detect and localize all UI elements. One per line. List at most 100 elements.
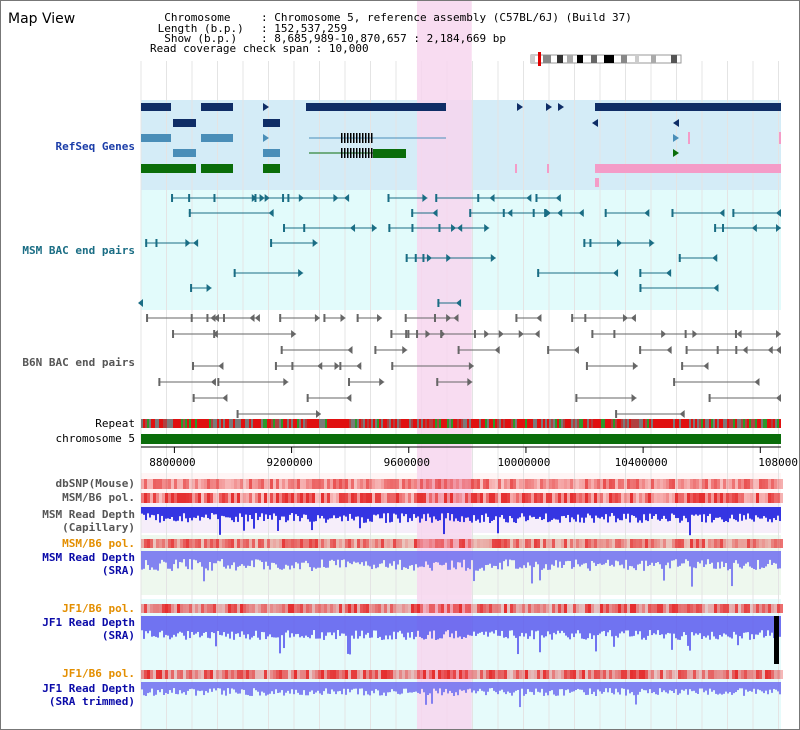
- bac-end: [411, 209, 414, 217]
- heat-cell: [723, 604, 726, 613]
- heat-cell: [219, 479, 222, 489]
- depth-bar: [247, 551, 249, 566]
- depth-bar: [749, 507, 751, 519]
- heat-cell: [297, 670, 300, 679]
- heat-cell: [399, 493, 402, 503]
- heat-cell: [174, 493, 177, 503]
- repeat-element: [329, 419, 331, 428]
- depth-bar: [651, 551, 653, 563]
- depth-bar: [289, 682, 291, 694]
- refseq-genes: [141, 103, 781, 187]
- depth-bar: [369, 507, 371, 522]
- depth-bar: [339, 616, 341, 636]
- heat-cell: [279, 479, 282, 489]
- heat-cell: [411, 479, 414, 489]
- repeat-element: [387, 419, 389, 428]
- heat-cell: [150, 604, 153, 613]
- heat-cell: [417, 493, 420, 503]
- heat-cell: [216, 604, 219, 613]
- jf1-depth-trim-line2: (SRA trimmed): [48, 695, 135, 708]
- track-label-refseq[interactable]: RefSeq Genes: [55, 140, 135, 153]
- depth-bar: [677, 616, 679, 640]
- track-label-chromosome[interactable]: chromosome 5: [55, 432, 135, 445]
- heat-cell: [555, 493, 558, 503]
- track-label-dbsnp[interactable]: dbSNP(Mouse): [55, 477, 135, 490]
- track-label-jf1-b6-pol-2[interactable]: JF1/B6 pol.: [62, 667, 135, 680]
- depth-bar: [209, 551, 211, 562]
- heat-cell: [486, 479, 489, 489]
- heat-cell: [723, 479, 726, 489]
- heat-cell: [345, 479, 348, 489]
- jf1-depth-sra-line1: JF1 Read Depth: [42, 616, 135, 629]
- depth-bar: [305, 616, 307, 636]
- heat-cell: [594, 479, 597, 489]
- track-label-repeat[interactable]: Repeat: [95, 417, 135, 430]
- bac-end-arrow: [631, 394, 637, 402]
- repeat-element: [401, 419, 403, 428]
- heat-cell: [249, 604, 252, 613]
- depth-bar: [647, 551, 649, 567]
- chromosome-value: Chromosome 5, reference assembly (C57BL/…: [274, 11, 632, 24]
- bac-end: [323, 314, 326, 322]
- heat-cell: [327, 493, 330, 503]
- heat-cell: [639, 479, 642, 489]
- track-label-jf1-depth-sra[interactable]: JF1 Read Depth (SRA): [3, 616, 135, 642]
- repeat-track: [141, 419, 781, 428]
- depth-bar: [567, 682, 569, 690]
- repeat-element: [479, 419, 481, 428]
- heat-cell: [681, 539, 684, 548]
- track-label-b6n-bac[interactable]: B6N BAC end pairs: [22, 356, 135, 369]
- track-label-msm-depth-capillary[interactable]: MSM Read Depth (Capillary): [3, 508, 135, 534]
- depth-bar: [199, 507, 201, 521]
- track-label-jf1-b6-pol[interactable]: JF1/B6 pol.: [62, 602, 135, 615]
- heat-cell: [516, 479, 519, 489]
- heat-cell: [735, 539, 738, 548]
- depth-bar: [741, 682, 743, 689]
- depth-bar: [449, 616, 451, 638]
- depth-bar: [227, 507, 229, 518]
- depth-bar: [419, 616, 421, 637]
- heat-cell: [198, 604, 201, 613]
- track-label-msm-depth-sra[interactable]: MSM Read Depth (SRA): [3, 551, 135, 577]
- depth-bar: [501, 616, 503, 631]
- repeat-element: [371, 419, 373, 428]
- depth-bar: [553, 507, 555, 519]
- heat-cell: [483, 539, 486, 548]
- depth-bar: [625, 616, 627, 631]
- depth-bar: [191, 551, 193, 570]
- depth-bar: [183, 551, 185, 560]
- heat-cell: [150, 670, 153, 679]
- heat-cell: [183, 670, 186, 679]
- heat-cell: [321, 670, 324, 679]
- depth-bar: [425, 551, 427, 562]
- heat-cell: [342, 539, 345, 548]
- heat-cell: [564, 539, 567, 548]
- depth-bar: [309, 682, 311, 692]
- heat-cell: [546, 670, 549, 679]
- repeat-element: [423, 419, 425, 428]
- heat-cell: [336, 604, 339, 613]
- depth-bar: [489, 616, 491, 633]
- track-label-msm-b6-pol[interactable]: MSM/B6 pol.: [62, 491, 135, 504]
- repeat-element: [287, 419, 289, 428]
- repeat-element: [539, 419, 541, 428]
- heat-cell: [348, 539, 351, 548]
- depth-bar: [295, 551, 297, 563]
- heat-cell: [357, 479, 360, 489]
- depth-bar: [545, 507, 547, 514]
- depth-bar: [219, 551, 221, 562]
- track-label-jf1-depth-trimmed[interactable]: JF1 Read Depth (SRA trimmed): [3, 682, 135, 708]
- heat-cell: [213, 539, 216, 548]
- track-label-msm-bac[interactable]: MSM BAC end pairs: [22, 244, 135, 257]
- repeat-element: [333, 419, 335, 428]
- depth-bar: [463, 551, 465, 560]
- heat-cell: [237, 479, 240, 489]
- repeat-element: [147, 419, 149, 428]
- depth-bar: [271, 616, 273, 638]
- heat-cell: [621, 539, 624, 548]
- heat-cell: [555, 670, 558, 679]
- depth-bar: [697, 507, 699, 516]
- track-label-msm-b6-pol-2[interactable]: MSM/B6 pol.: [62, 537, 135, 550]
- repeat-element: [249, 419, 251, 428]
